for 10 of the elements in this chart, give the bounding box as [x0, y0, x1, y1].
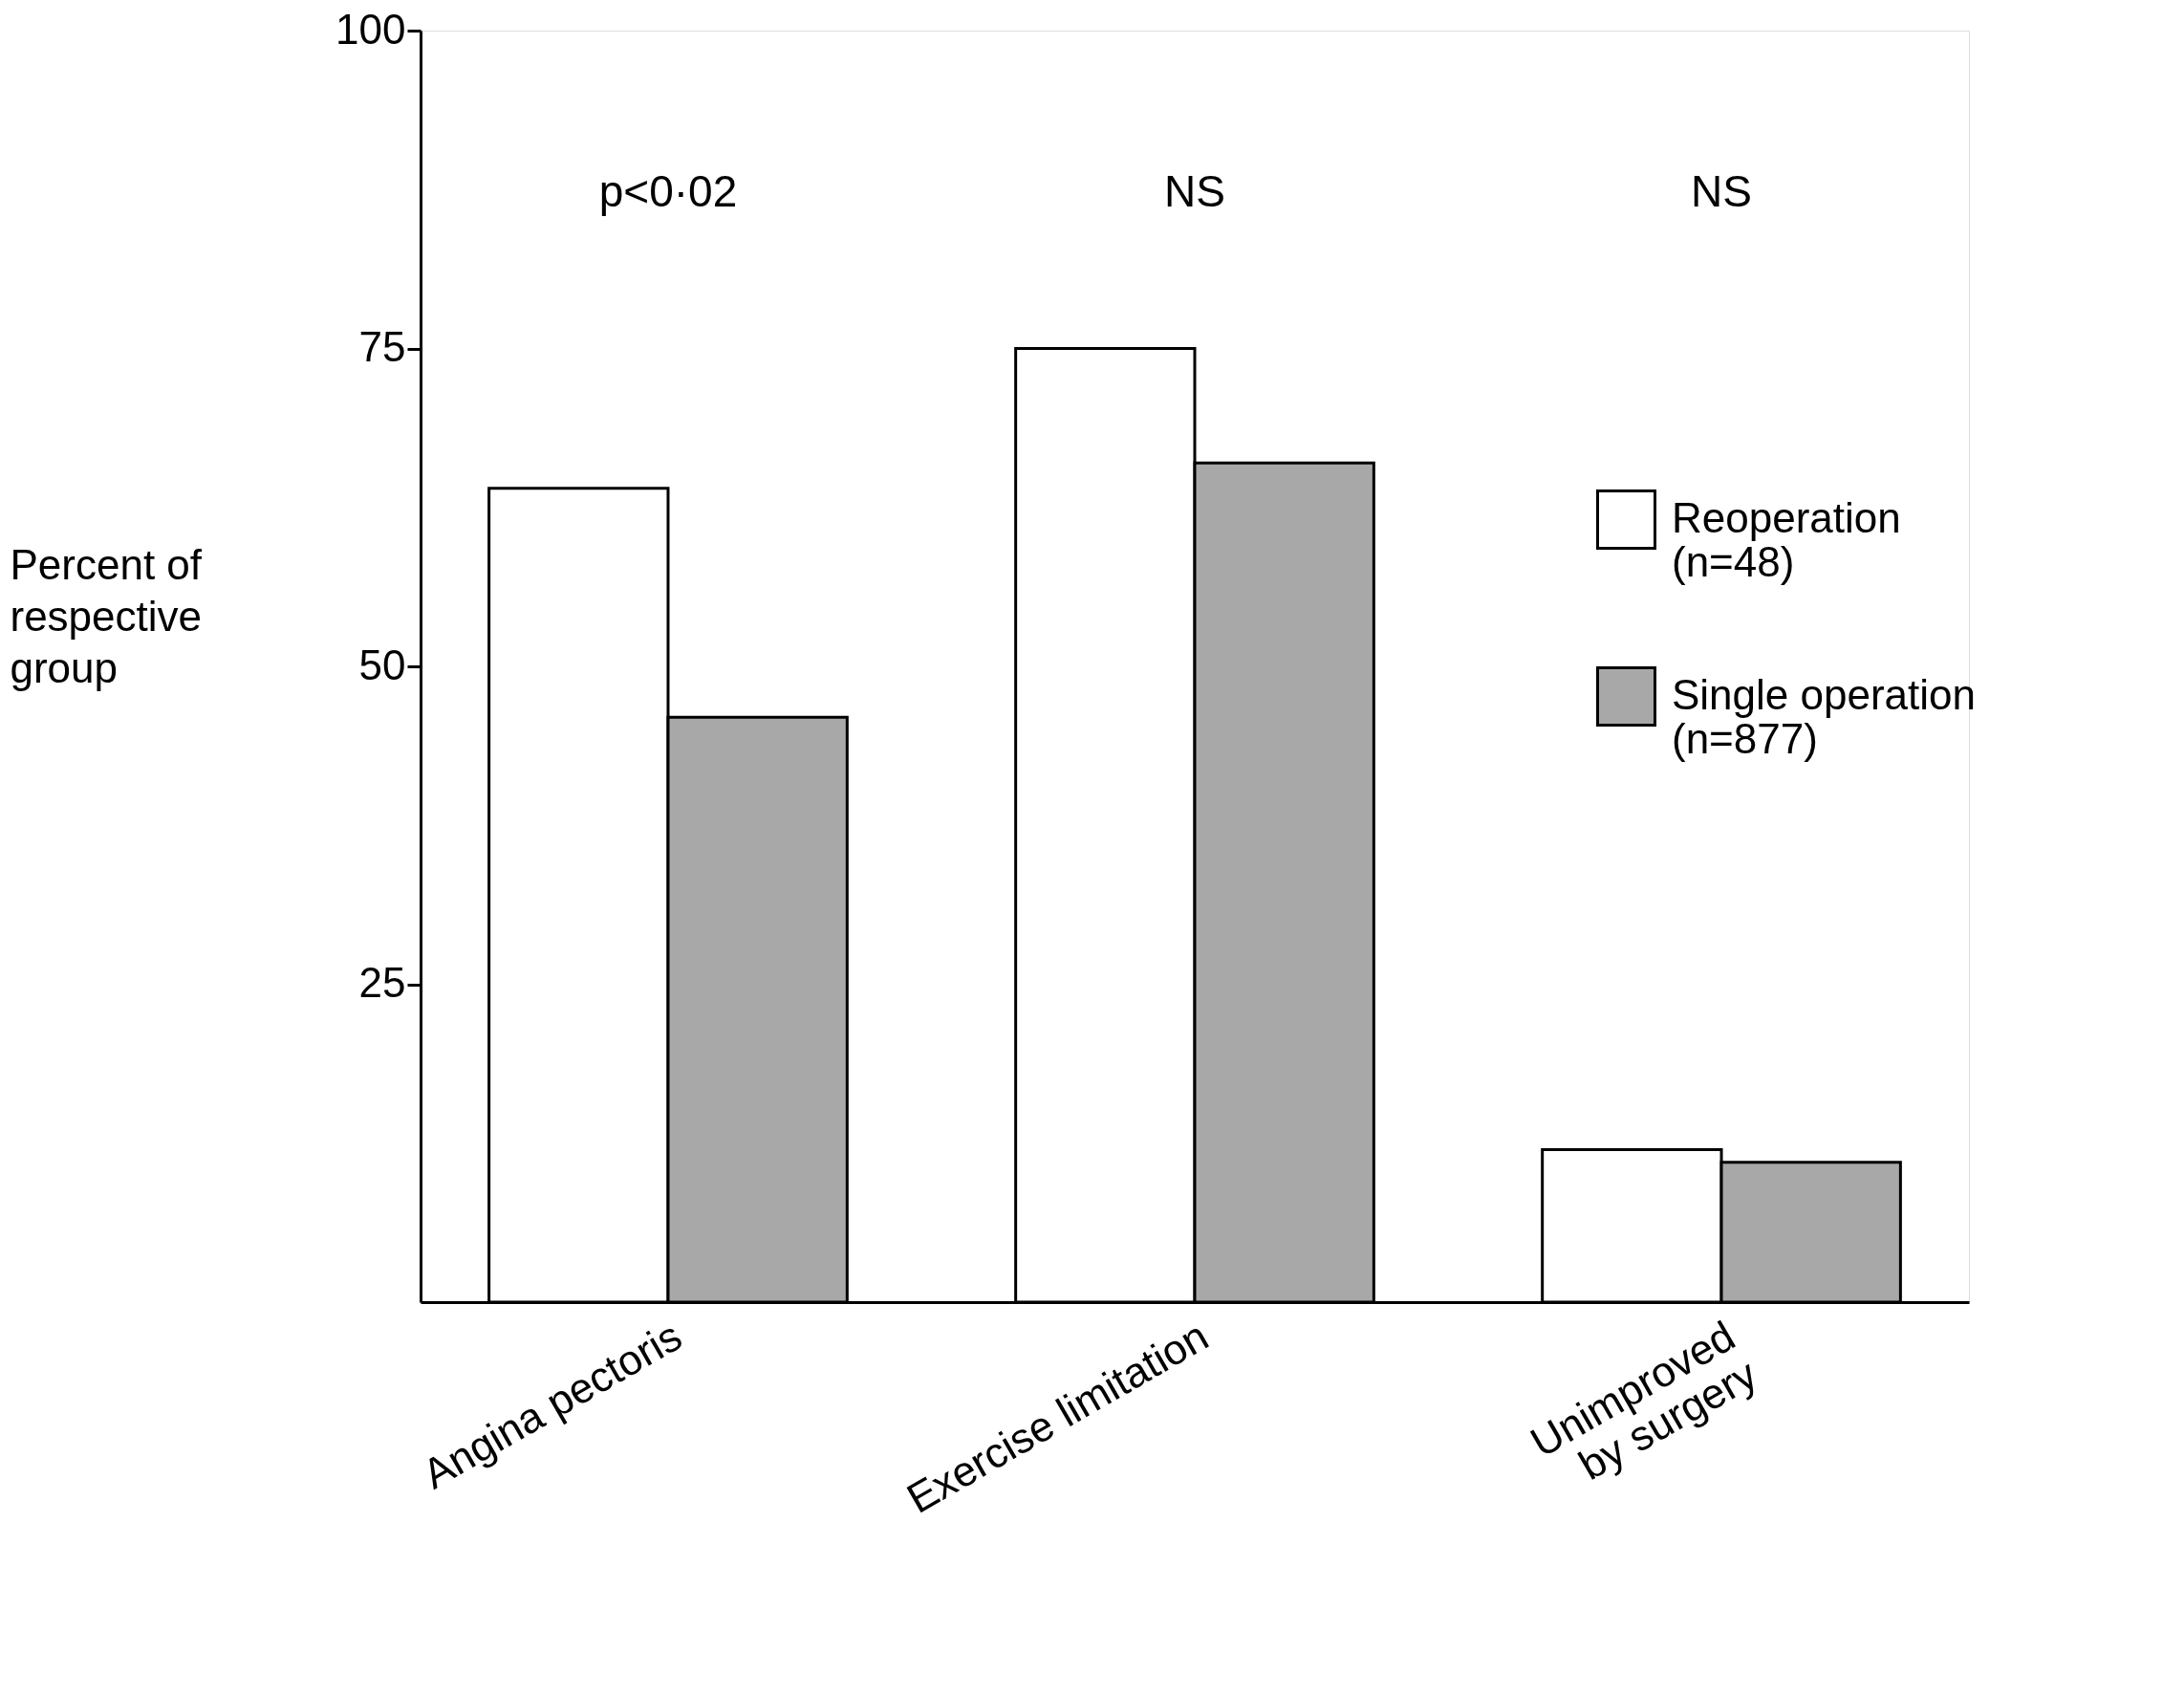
- legend-label: Reoperation (n=48): [1672, 493, 1901, 585]
- y-axis-title: Percent of respective group: [10, 540, 203, 691]
- annotation: NS: [1164, 166, 1225, 216]
- y-tick-label: 75: [358, 323, 406, 370]
- legend-label: Single operation (n=877): [1672, 670, 1977, 762]
- y-tick-label: 50: [358, 641, 406, 688]
- y-tick-label: 100: [335, 5, 406, 53]
- annotation: NS: [1691, 166, 1752, 216]
- annotation: p<0·02: [598, 166, 738, 216]
- y-tick-label: 25: [358, 959, 406, 1006]
